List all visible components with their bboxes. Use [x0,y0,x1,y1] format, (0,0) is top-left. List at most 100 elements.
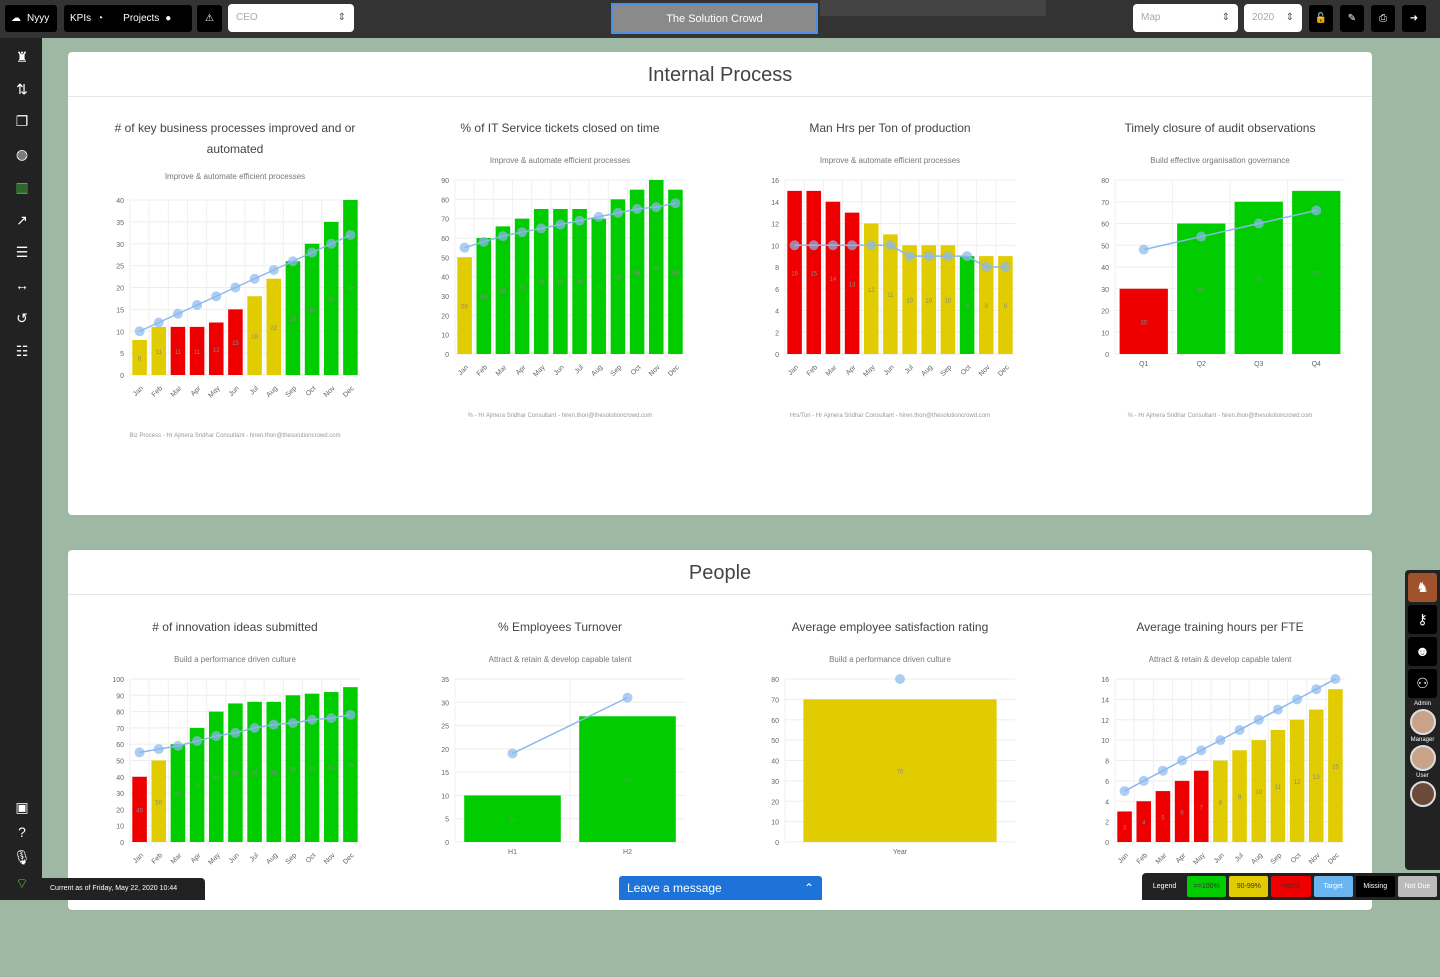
target-point [1157,765,1168,776]
x-tick-label: Mar [1155,852,1169,866]
bar-value-label: 10 [509,818,516,824]
logout-button[interactable]: ➜ [1402,5,1426,32]
y-tick-label: 50 [116,759,124,766]
target-point [942,251,953,262]
target-point [153,317,164,328]
view-select[interactable]: Map ⇕ [1133,4,1238,32]
avatar[interactable] [1409,745,1436,771]
bar-value-label: 80 [615,276,622,282]
sliders-icon[interactable]: ☷ [15,343,29,359]
bar-value-label: 40 [347,287,354,293]
bar [1155,791,1171,842]
target-point [134,326,145,337]
x-tick-label: Dec [997,364,1011,378]
bar-value-label: 35 [328,297,335,303]
y-tick-label: 60 [116,742,124,749]
chart-title: Man Hrs per Ton of production [809,121,971,135]
x-tick-label: Q1 [1139,361,1148,368]
title-button[interactable]: The Solution Crowd [611,3,818,34]
x-tick-label: Feb [806,364,820,378]
bar [1177,223,1226,354]
x-tick-label: Nov [323,385,337,399]
target-point [555,219,566,230]
bar [629,189,645,354]
bar-chart-icon[interactable]: ▥ [15,179,29,195]
bar [208,711,224,842]
bar-value-label: 75 [557,281,564,287]
chart-footer: Biz Process - Hr Ajmera Sridhar Consulta… [129,433,341,439]
kpi-chart: % Employees Turnover Attract & retain & … [405,617,715,977]
target-point [612,207,623,218]
target-point [268,719,279,730]
y-tick-label: 8 [1105,759,1109,766]
target-point [192,300,203,310]
team-icon[interactable]: ☻ [1408,637,1437,666]
castle-icon[interactable]: ♜ [15,49,29,65]
copy-icon[interactable]: ❐ [15,113,29,129]
year-select[interactable]: 2020 ⇕ [1244,4,1302,32]
avatar[interactable] [1409,781,1436,807]
target-point [268,265,279,275]
bar [247,701,262,842]
line-chart-icon[interactable]: ↗ [16,212,28,228]
y-tick-label: 0 [1105,840,1109,847]
sort-icon[interactable]: ⇅ [16,81,28,97]
chart-subtitle: Build a performance driven culture [829,655,951,664]
y-tick-label: 80 [116,710,124,717]
microphone-icon[interactable]: 🎙 [13,849,31,865]
edit-button[interactable]: ✎ [1340,5,1364,32]
legend-yellow: 90-99% [1229,876,1269,897]
video-icon[interactable]: ▣ [15,799,29,815]
x-tick-label: H1 [508,849,517,856]
add-user-icon[interactable]: ⚇ [1408,669,1437,698]
avatar[interactable] [1409,709,1436,735]
bar [266,278,282,375]
target-point [326,713,337,724]
bar-value-label: 60 [480,295,487,301]
org-chart-button[interactable]: ⚠ [197,5,222,32]
bar-value-label: 15 [1332,765,1339,771]
role-select[interactable]: CEO ⇕ [228,4,354,32]
table-icon[interactable]: ☰ [15,244,29,260]
bar [610,199,626,354]
target-point [1272,704,1283,715]
app-button[interactable]: ☁ Nyyy [5,5,57,32]
unlock-icon: 🔓 [1314,13,1328,24]
kpis-link[interactable]: KPIs [70,13,92,24]
leave-message-button[interactable]: Leave a message ⌃ [619,876,822,900]
x-tick-label: Apr [190,385,203,398]
chart-footer: % - Hr Ajmera Sridhar Consultant - hiren… [1127,413,1313,419]
y-tick-label: 16 [1101,677,1109,684]
x-tick-label: Feb [151,852,165,866]
bar [863,223,879,354]
chart-title: % of IT Service tickets closed on time [460,121,660,135]
bar [1117,811,1132,842]
logout-icon: ➜ [1409,13,1419,24]
target-point [172,308,183,319]
arrows-h-icon[interactable]: ↔ [15,277,29,293]
y-tick-label: 80 [771,677,779,684]
section-people: People [68,550,1372,910]
unlock-button[interactable]: 🔓 [1309,5,1333,32]
bar-value-label: 70 [897,770,904,776]
help-icon[interactable]: ? [18,824,26,840]
bar-value-label: 13 [849,282,856,288]
bar [883,234,898,354]
y-tick-label: 5 [120,351,124,358]
bar-value-label: 11 [156,350,163,356]
select-arrows-icon: ⇕ [1221,12,1230,23]
status-text: Current as of Friday, May 22, 2020 10:44 [42,878,205,900]
globe-icon[interactable]: ◍ [15,146,29,162]
x-tick-label: Aug [590,364,604,378]
key-icon[interactable]: ⚷ [1408,605,1437,634]
bar [902,245,917,354]
bar [806,190,822,354]
target-point [1138,244,1149,255]
history-icon[interactable]: ↺ [16,310,28,326]
bar-value-label: 75 [576,281,583,287]
projects-link[interactable]: Projects [123,13,160,24]
bar [457,257,472,354]
print-button[interactable]: ⎙ [1371,5,1395,32]
target-line [1143,209,1317,251]
select-arrows-icon: ⇕ [1285,12,1294,23]
